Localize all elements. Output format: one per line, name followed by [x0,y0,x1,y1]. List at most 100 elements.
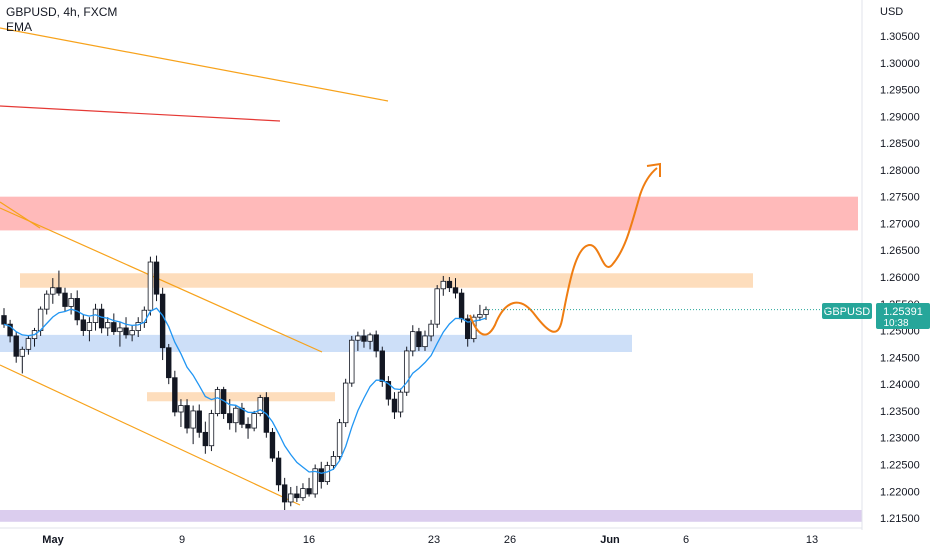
candle-up [117,327,123,333]
y-tick-label: 1.27500 [880,192,920,204]
candle-down [263,397,270,433]
y-tick-label: 1.26000 [880,272,920,284]
projection-arrowhead [646,162,661,177]
ema-line [3,307,487,474]
candle-up [477,314,483,318]
candle-up [349,339,355,384]
candle-down [74,298,80,321]
candle-down [269,431,276,459]
y-tick-label: 1.29500 [880,85,920,97]
candle-up [190,410,196,429]
candle-up [68,298,74,307]
candle-up [257,397,263,414]
candle-up [397,391,404,413]
candle-up [105,322,111,329]
candle-up [428,323,434,337]
candle-up [288,493,294,503]
bar-countdown: 10:38 [883,318,908,329]
last-price-tag [876,303,930,329]
candle-down [159,293,166,349]
chart-legend: GBPUSD, 4h, FXCM EMA [6,5,117,35]
candle-down [227,413,233,424]
x-tick-label: 6 [683,534,689,546]
candle-down [202,431,209,447]
y-tick-label: 1.30500 [880,31,920,43]
candle-up [147,261,154,311]
candle-down [416,331,422,348]
y-tick-label: 1.23000 [880,433,920,445]
candle-down [196,410,202,433]
candle-down [172,377,178,413]
candle-up [367,334,373,342]
candle-down [153,261,160,295]
candle-down [7,323,13,337]
candle-up [300,488,306,499]
candle-up [312,468,318,495]
candle-down [446,280,453,289]
y-tick-label: 1.29000 [880,111,920,123]
candle-down [373,334,379,352]
zone-resistance [0,196,858,231]
indicator-label-ema[interactable]: EMA [6,20,33,34]
candle-down [166,347,172,379]
candle-up [129,330,135,336]
candle-up [336,422,343,457]
y-tick-label: 1.22500 [880,459,920,471]
candle-up [251,413,257,429]
candle-down [56,287,62,294]
candle-down [306,488,312,495]
candle-up [422,335,428,348]
projection-path [469,167,658,336]
x-tick-label: 16 [303,534,315,546]
y-tick-label: 1.30000 [880,58,920,70]
candle-down [184,405,190,429]
zone-bottom-zone [0,510,862,522]
candle-down [1,315,7,325]
candle-down [379,350,385,382]
y-tick-label: 1.24000 [880,379,920,391]
candle-down [275,457,282,486]
candle-up [25,338,32,350]
y-tick-label: 1.23500 [880,406,920,418]
candle-down [391,398,398,413]
candle-up [19,348,26,357]
last-price-value: 1.25391 [883,306,923,318]
candle-up [86,322,93,331]
zone-upper-supply [20,273,753,288]
candle-down [464,318,471,340]
candle-up [483,309,489,315]
trendline-channel-top [0,207,323,353]
symbol-title: GBPUSD, 4h, FXCM [6,5,118,19]
y-tick-label: 1.24500 [880,352,920,364]
candle-up [208,413,215,447]
x-tick-label: 23 [428,534,440,546]
candle-up [440,280,446,290]
candle-down [452,287,459,294]
x-tick-label: 13 [806,534,818,546]
candle-down [318,468,324,483]
candle-up [37,308,44,331]
y-tick-label: 1.22000 [880,486,920,498]
currency-label: USD [880,6,903,18]
candle-up [44,293,50,310]
zone-mid-zone [147,392,335,402]
candle-up [178,405,184,413]
candle-down [123,327,129,336]
candle-down [458,292,465,320]
y-tick-label: 1.28000 [880,165,920,177]
candle-up [324,465,331,483]
candle-down [281,484,288,503]
candle-up [135,322,141,331]
candle-down [80,319,87,331]
trendline-red [0,105,281,122]
candle-up [342,382,349,424]
candle-down [62,292,68,307]
candle-up [410,331,416,352]
candle-up [434,288,440,325]
x-tick-label: 26 [504,534,516,546]
symbol-tag [822,303,872,319]
candle-down [111,322,117,333]
candle-up [403,350,410,393]
